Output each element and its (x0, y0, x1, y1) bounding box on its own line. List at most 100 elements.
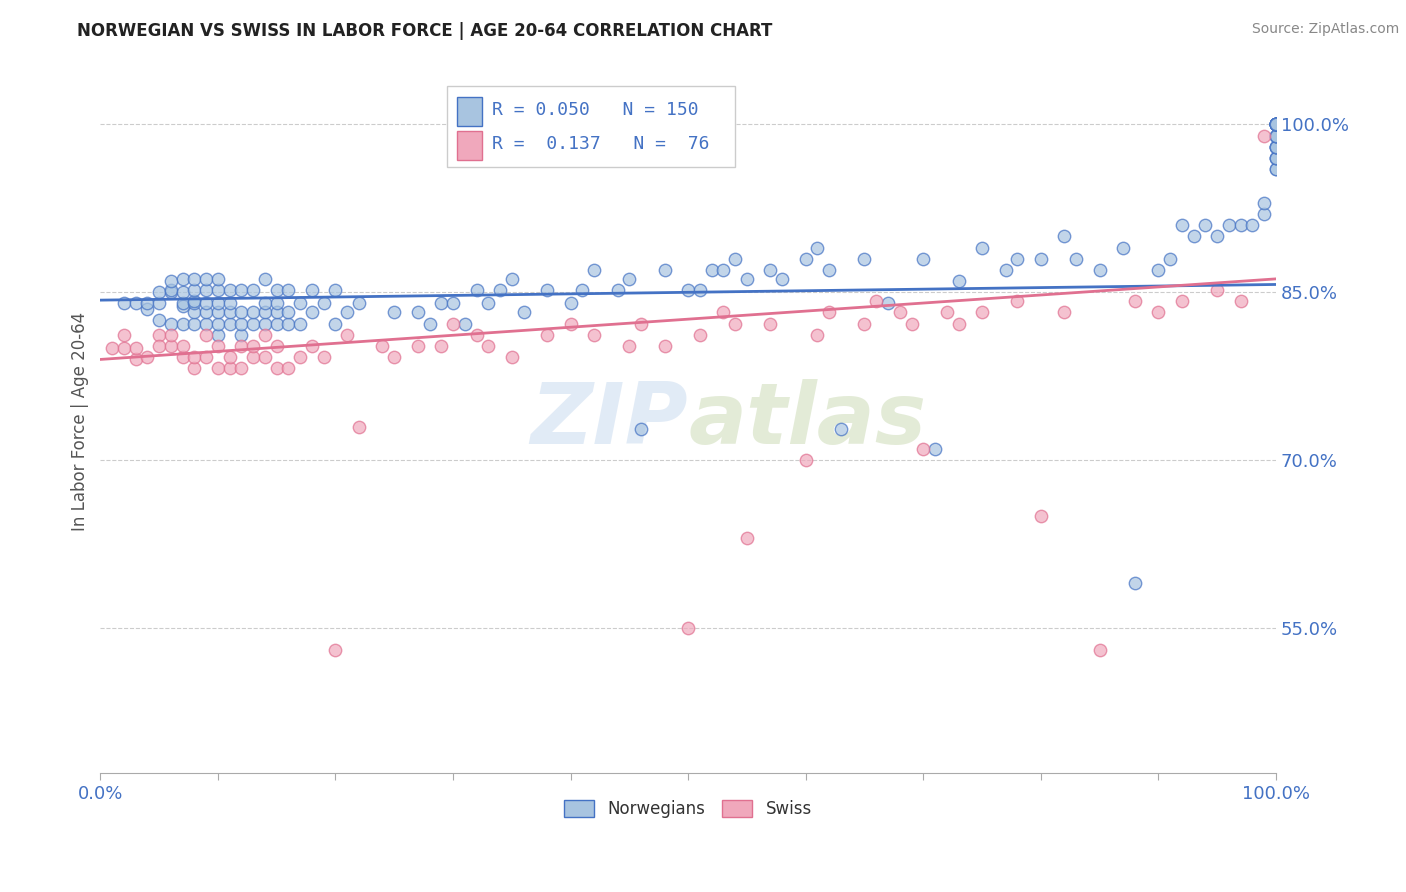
Point (124, 296, 146, 310)
Point (994, 263, 1017, 277)
Point (560, 317, 582, 331)
Point (1007, 252, 1029, 266)
Point (489, 283, 512, 297)
Point (1265, 118, 1288, 132)
Point (183, 361, 205, 376)
Point (371, 339, 394, 353)
Point (853, 317, 876, 331)
Point (1265, 128, 1288, 143)
Point (560, 296, 582, 310)
Point (1253, 207, 1275, 221)
Point (889, 305, 911, 319)
Point (1265, 118, 1288, 132)
Point (207, 283, 229, 297)
Point (266, 305, 288, 319)
Point (759, 263, 782, 277)
Point (112, 341, 135, 355)
Point (136, 350, 159, 364)
Point (1265, 118, 1288, 132)
Point (183, 350, 205, 364)
Point (312, 350, 335, 364)
Point (172, 272, 194, 286)
Point (818, 263, 841, 277)
Point (160, 285, 183, 300)
Point (1029, 252, 1052, 266)
Point (1029, 509, 1052, 524)
Point (207, 305, 229, 319)
Point (912, 252, 935, 266)
Point (759, 317, 782, 331)
Point (242, 317, 264, 331)
Point (735, 532, 758, 546)
Point (207, 296, 229, 310)
Point (970, 241, 993, 255)
Point (1053, 229, 1076, 244)
Point (218, 361, 240, 376)
Point (136, 302, 159, 317)
Point (735, 272, 758, 286)
Point (1112, 241, 1135, 255)
Point (583, 327, 606, 342)
Point (231, 339, 253, 353)
Point (713, 263, 735, 277)
Text: R = 0.050   N = 150: R = 0.050 N = 150 (492, 101, 699, 120)
Point (713, 305, 735, 319)
Point (266, 317, 288, 331)
Point (112, 296, 135, 310)
Point (583, 263, 606, 277)
Point (242, 283, 264, 297)
Point (195, 305, 218, 319)
Point (172, 350, 194, 364)
Point (172, 299, 194, 313)
Point (290, 296, 312, 310)
Bar (457, 130, 482, 161)
Point (441, 296, 464, 310)
Point (794, 453, 817, 467)
Point (477, 339, 499, 353)
Point (231, 361, 253, 376)
Text: atlas: atlas (688, 379, 927, 462)
Point (1265, 128, 1288, 143)
Point (172, 285, 194, 300)
Point (1265, 118, 1288, 132)
Point (1265, 140, 1288, 154)
Point (253, 296, 276, 310)
Point (266, 339, 288, 353)
Point (195, 283, 218, 297)
Point (277, 361, 299, 376)
Point (724, 317, 747, 331)
Point (912, 442, 935, 456)
Point (1194, 218, 1216, 232)
Point (231, 305, 253, 319)
Point (207, 361, 229, 376)
Point (1265, 118, 1288, 132)
Point (536, 327, 558, 342)
Point (207, 317, 229, 331)
Point (253, 305, 276, 319)
Point (1265, 151, 1288, 165)
Point (382, 350, 405, 364)
Point (1265, 151, 1288, 165)
FancyBboxPatch shape (447, 87, 735, 167)
Point (806, 327, 828, 342)
Point (406, 305, 429, 319)
Point (689, 283, 711, 297)
Point (172, 339, 194, 353)
Point (1123, 576, 1146, 591)
Point (501, 350, 523, 364)
Point (619, 339, 641, 353)
Point (1171, 218, 1194, 232)
Point (1265, 128, 1288, 143)
Point (970, 305, 993, 319)
Point (148, 313, 170, 327)
Point (1265, 118, 1288, 132)
Point (218, 305, 240, 319)
Point (1265, 118, 1288, 132)
Point (1265, 140, 1288, 154)
Point (136, 296, 159, 310)
Point (1265, 140, 1288, 154)
Point (253, 350, 276, 364)
Point (312, 296, 335, 310)
Point (124, 341, 146, 355)
Point (441, 317, 464, 331)
